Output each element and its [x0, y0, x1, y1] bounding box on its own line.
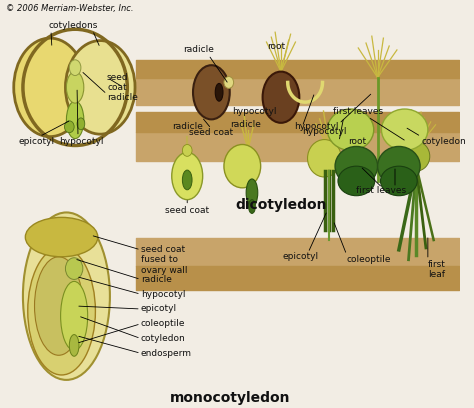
Text: hypocotyl: hypocotyl	[59, 137, 103, 146]
Ellipse shape	[224, 77, 234, 89]
Ellipse shape	[381, 166, 417, 196]
Ellipse shape	[35, 257, 83, 355]
Ellipse shape	[25, 217, 98, 257]
Text: cotyledons: cotyledons	[48, 21, 98, 30]
Ellipse shape	[328, 109, 374, 151]
Ellipse shape	[23, 213, 110, 380]
Ellipse shape	[182, 144, 192, 156]
Text: epicotyl: epicotyl	[141, 304, 177, 313]
Ellipse shape	[378, 146, 420, 186]
Ellipse shape	[65, 40, 135, 134]
Ellipse shape	[263, 72, 299, 123]
Text: cotyledon: cotyledon	[141, 334, 186, 343]
Ellipse shape	[382, 109, 428, 151]
Text: cotyledon: cotyledon	[421, 137, 466, 146]
Text: first
leaf: first leaf	[428, 260, 446, 279]
Text: coleoptile: coleoptile	[141, 319, 185, 328]
Text: root: root	[267, 42, 285, 51]
Text: © 2006 Merriam-Webster, Inc.: © 2006 Merriam-Webster, Inc.	[6, 4, 133, 13]
Ellipse shape	[28, 247, 95, 375]
Text: epicotyl: epicotyl	[18, 137, 54, 146]
Text: hypocotyl: hypocotyl	[233, 107, 277, 117]
Text: seed coat: seed coat	[165, 206, 210, 215]
Ellipse shape	[182, 170, 192, 190]
Text: seed coat: seed coat	[189, 128, 233, 137]
Text: radicle: radicle	[172, 122, 203, 131]
Ellipse shape	[61, 282, 88, 350]
Text: seed
coat: seed coat	[107, 73, 128, 92]
Ellipse shape	[66, 72, 84, 103]
Text: radicle: radicle	[230, 120, 261, 129]
Ellipse shape	[69, 335, 79, 356]
Text: endosperm: endosperm	[141, 349, 192, 358]
Ellipse shape	[65, 258, 83, 279]
Ellipse shape	[193, 65, 230, 120]
Ellipse shape	[403, 142, 430, 171]
Ellipse shape	[172, 152, 203, 200]
Ellipse shape	[69, 60, 81, 75]
Text: hypocotyl: hypocotyl	[302, 127, 346, 136]
Text: radicle: radicle	[107, 93, 138, 102]
Ellipse shape	[66, 101, 84, 139]
Ellipse shape	[248, 200, 255, 213]
Ellipse shape	[308, 140, 341, 177]
Text: hypocotyl: hypocotyl	[294, 122, 339, 131]
Ellipse shape	[64, 121, 74, 133]
Ellipse shape	[215, 83, 223, 101]
Text: epicotyl: epicotyl	[282, 252, 319, 261]
Ellipse shape	[335, 146, 378, 186]
Ellipse shape	[338, 166, 375, 196]
Text: dicotyledon: dicotyledon	[235, 198, 327, 212]
Ellipse shape	[14, 38, 86, 137]
Text: coleoptile: coleoptile	[346, 255, 391, 264]
Ellipse shape	[77, 118, 85, 130]
Text: seed coat
fused to
ovary wall: seed coat fused to ovary wall	[141, 245, 187, 275]
Text: first leaves: first leaves	[356, 186, 407, 195]
Text: root: root	[348, 137, 367, 146]
Text: hypocotyl: hypocotyl	[141, 290, 185, 299]
Text: radicle: radicle	[183, 45, 214, 54]
Ellipse shape	[224, 144, 261, 188]
Ellipse shape	[246, 179, 258, 206]
Text: first leaves: first leaves	[333, 107, 383, 117]
Text: monocotyledon: monocotyledon	[170, 391, 290, 405]
Text: radicle: radicle	[141, 275, 172, 284]
